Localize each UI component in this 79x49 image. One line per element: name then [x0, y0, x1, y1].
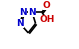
Text: O: O — [43, 1, 51, 10]
Text: N: N — [20, 8, 27, 17]
Text: OH: OH — [39, 15, 55, 24]
Text: N: N — [28, 8, 36, 17]
Text: N: N — [16, 19, 24, 28]
